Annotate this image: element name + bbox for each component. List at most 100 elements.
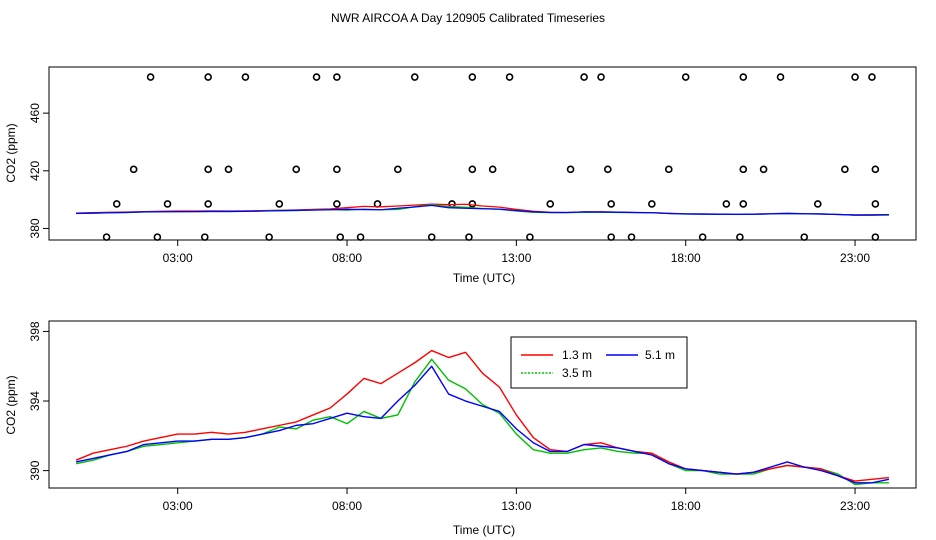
calibration-point bbox=[163, 200, 172, 208]
calibration-point bbox=[871, 200, 880, 208]
top-y-tick-label: 420 bbox=[28, 160, 42, 180]
calibration-point bbox=[265, 233, 273, 241]
calibration-point bbox=[813, 200, 822, 208]
bottom-x-tick-label: 13:00 bbox=[501, 499, 531, 513]
bottom-y-axis-label: CO2 (ppm) bbox=[4, 375, 18, 434]
bottom-series-5-1m bbox=[75, 365, 890, 484]
calibration-point bbox=[776, 73, 785, 81]
top-series-5-1m bbox=[76, 204, 889, 216]
top-x-tick-label: 13:00 bbox=[501, 251, 531, 265]
top-x-tick-label: 23:00 bbox=[840, 251, 870, 265]
calibration-point bbox=[129, 165, 138, 174]
calibration-point bbox=[868, 73, 876, 81]
calibration-point bbox=[468, 200, 477, 208]
calibration-point bbox=[627, 233, 636, 241]
top-calibration-points bbox=[102, 73, 880, 241]
calibration-point bbox=[112, 200, 121, 208]
calibration-point bbox=[468, 73, 477, 81]
bottom-x-tick-label: 03:00 bbox=[163, 499, 193, 513]
calibration-point bbox=[336, 233, 345, 241]
figure-title: NWR AIRCOA A Day 120905 Calibrated Times… bbox=[331, 11, 605, 25]
calibration-point bbox=[505, 73, 514, 81]
calibration-point bbox=[333, 73, 341, 81]
top-series-lines bbox=[76, 203, 889, 216]
calibration-point bbox=[153, 233, 162, 241]
calibration-point bbox=[739, 200, 748, 208]
top-x-tick-label: 03:00 bbox=[163, 251, 193, 265]
calibration-point bbox=[851, 73, 859, 81]
top-x-axis: 03:00 08:00 13:00 18:00 23:00 bbox=[163, 240, 870, 265]
top-x-tick-label: 08:00 bbox=[332, 251, 362, 265]
calibration-point bbox=[102, 233, 111, 241]
calibration-point bbox=[607, 233, 615, 241]
calibration-point bbox=[739, 165, 748, 174]
calibration-point bbox=[356, 233, 365, 241]
top-plot-frame bbox=[48, 66, 917, 241]
calibration-point bbox=[146, 73, 155, 81]
calibration-point bbox=[607, 200, 615, 208]
top-y-axis-label: CO2 (ppm) bbox=[4, 123, 18, 182]
calibration-point bbox=[736, 233, 744, 241]
calibration-point bbox=[526, 233, 534, 241]
calibration-point bbox=[604, 165, 612, 174]
calibration-point bbox=[800, 233, 809, 241]
calibration-point bbox=[333, 200, 341, 208]
calibration-point bbox=[312, 73, 321, 81]
calibration-point bbox=[739, 73, 748, 81]
bottom-x-axis: 03:00 08:00 13:00 18:00 23:00 bbox=[163, 488, 870, 513]
calibration-point bbox=[681, 73, 690, 81]
calibration-point bbox=[759, 165, 768, 174]
calibration-point bbox=[871, 165, 880, 174]
legend-label-1-3m: 1.3 m bbox=[562, 348, 592, 362]
legend-label-3-5m: 3.5 m bbox=[562, 366, 592, 380]
calibration-point bbox=[275, 200, 284, 208]
bottom-y-tick-label: 394 bbox=[28, 391, 42, 411]
calibration-point bbox=[488, 165, 497, 174]
calibration-point bbox=[410, 73, 419, 81]
calibration-point bbox=[580, 73, 588, 81]
calibration-point bbox=[566, 165, 575, 174]
calibration-point bbox=[664, 165, 673, 174]
calibration-point bbox=[333, 165, 341, 174]
calibration-point bbox=[394, 165, 402, 174]
calibration-point bbox=[204, 73, 212, 81]
calibration-point bbox=[200, 233, 209, 241]
bottom-plot-frame bbox=[48, 320, 917, 489]
legend: 1.3 m 5.1 m 3.5 m bbox=[510, 336, 688, 389]
bottom-x-tick-label: 08:00 bbox=[332, 499, 362, 513]
legend-box bbox=[510, 336, 688, 389]
calibration-point bbox=[698, 233, 707, 241]
calibration-point bbox=[224, 165, 233, 174]
top-y-axis: 380 420 460 bbox=[28, 103, 49, 238]
calibration-point bbox=[292, 165, 301, 174]
calibration-point bbox=[241, 73, 250, 81]
calibration-point bbox=[204, 200, 212, 208]
calibration-point bbox=[722, 200, 731, 208]
bottom-y-axis: 390 394 398 bbox=[28, 321, 49, 481]
calibration-point bbox=[427, 233, 436, 241]
calibration-point bbox=[546, 200, 555, 208]
bottom-series-lines bbox=[75, 349, 890, 486]
calibration-point bbox=[465, 233, 473, 241]
bottom-x-axis-label: Time (UTC) bbox=[453, 523, 515, 537]
bottom-y-tick-label: 390 bbox=[28, 460, 42, 480]
legend-label-5-1m: 5.1 m bbox=[645, 348, 675, 362]
top-y-tick-label: 460 bbox=[28, 103, 42, 123]
calibration-point bbox=[841, 165, 849, 174]
bottom-series-1-3m bbox=[75, 349, 889, 482]
top-x-axis-label: Time (UTC) bbox=[453, 271, 515, 285]
bottom-x-tick-label: 23:00 bbox=[840, 499, 870, 513]
top-y-tick-label: 380 bbox=[28, 218, 42, 238]
top-x-tick-label: 18:00 bbox=[671, 251, 701, 265]
bottom-y-tick-label: 398 bbox=[28, 321, 42, 341]
calibration-point bbox=[871, 233, 880, 241]
calibration-point bbox=[597, 73, 605, 81]
calibration-point bbox=[648, 200, 656, 208]
calibration-point bbox=[468, 165, 477, 174]
calibration-point bbox=[204, 165, 212, 174]
bottom-panel: 03:00 08:00 13:00 18:00 23:00 390 394 398 Time… bbox=[4, 320, 917, 537]
top-panel: 03:00 08:00 13:00 18:00 23:00 380 420 460 Time… bbox=[4, 66, 917, 285]
bottom-series-3-5m bbox=[75, 358, 889, 486]
bottom-x-tick-label: 18:00 bbox=[671, 499, 701, 513]
